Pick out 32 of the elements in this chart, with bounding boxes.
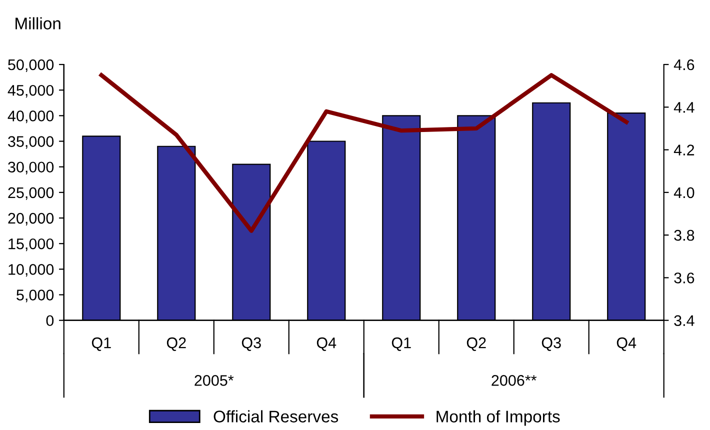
y-tick-label: 40,000 bbox=[8, 110, 54, 124]
x-tick-label: Q3 bbox=[542, 337, 561, 351]
text: 2005* bbox=[194, 375, 234, 386]
y2-tick-label: 4.4 bbox=[674, 102, 694, 113]
line-series bbox=[99, 73, 628, 233]
legend-label: Official Reserves bbox=[214, 410, 338, 422]
y2-tick-label: 3.8 bbox=[674, 230, 694, 241]
y2-tick-label: 4.6 bbox=[674, 59, 694, 70]
y-tick-label: 10,000 bbox=[8, 264, 54, 277]
x-tick-label: Q1 bbox=[392, 337, 411, 351]
y2-tick-label: 4.2 bbox=[674, 144, 694, 156]
y-tick-label: 5,000 bbox=[16, 290, 54, 302]
y-tick-label: 35,000 bbox=[8, 136, 54, 149]
x-tick-label: Q1 bbox=[92, 337, 111, 351]
y-tick-label: 15,000 bbox=[8, 238, 54, 252]
y2-tick-label: 3.6 bbox=[674, 272, 694, 284]
y-tick-label: 0 bbox=[46, 315, 54, 326]
x-tick-label: Q3 bbox=[242, 337, 261, 351]
x-tick-label: Q2 bbox=[466, 337, 486, 351]
y-axis-title: Million bbox=[16, 17, 60, 30]
x-tick-label: Q4 bbox=[316, 337, 336, 351]
x-tick-label: Q4 bbox=[616, 337, 636, 351]
y-tick-label: 45,000 bbox=[8, 84, 54, 98]
y-tick-label: 20,000 bbox=[8, 212, 54, 226]
y-tick-label: 25,000 bbox=[8, 187, 54, 200]
legend-label: Month of Imports bbox=[436, 410, 560, 426]
y-tick-label: 50,000 bbox=[8, 59, 54, 72]
x-tick-label: Q2 bbox=[166, 337, 186, 351]
text: 2006** bbox=[492, 375, 537, 386]
y2-tick-label: 4.0 bbox=[674, 187, 694, 198]
y2-tick-label: 3.4 bbox=[674, 315, 694, 326]
y-tick-label: 30,000 bbox=[8, 162, 54, 174]
